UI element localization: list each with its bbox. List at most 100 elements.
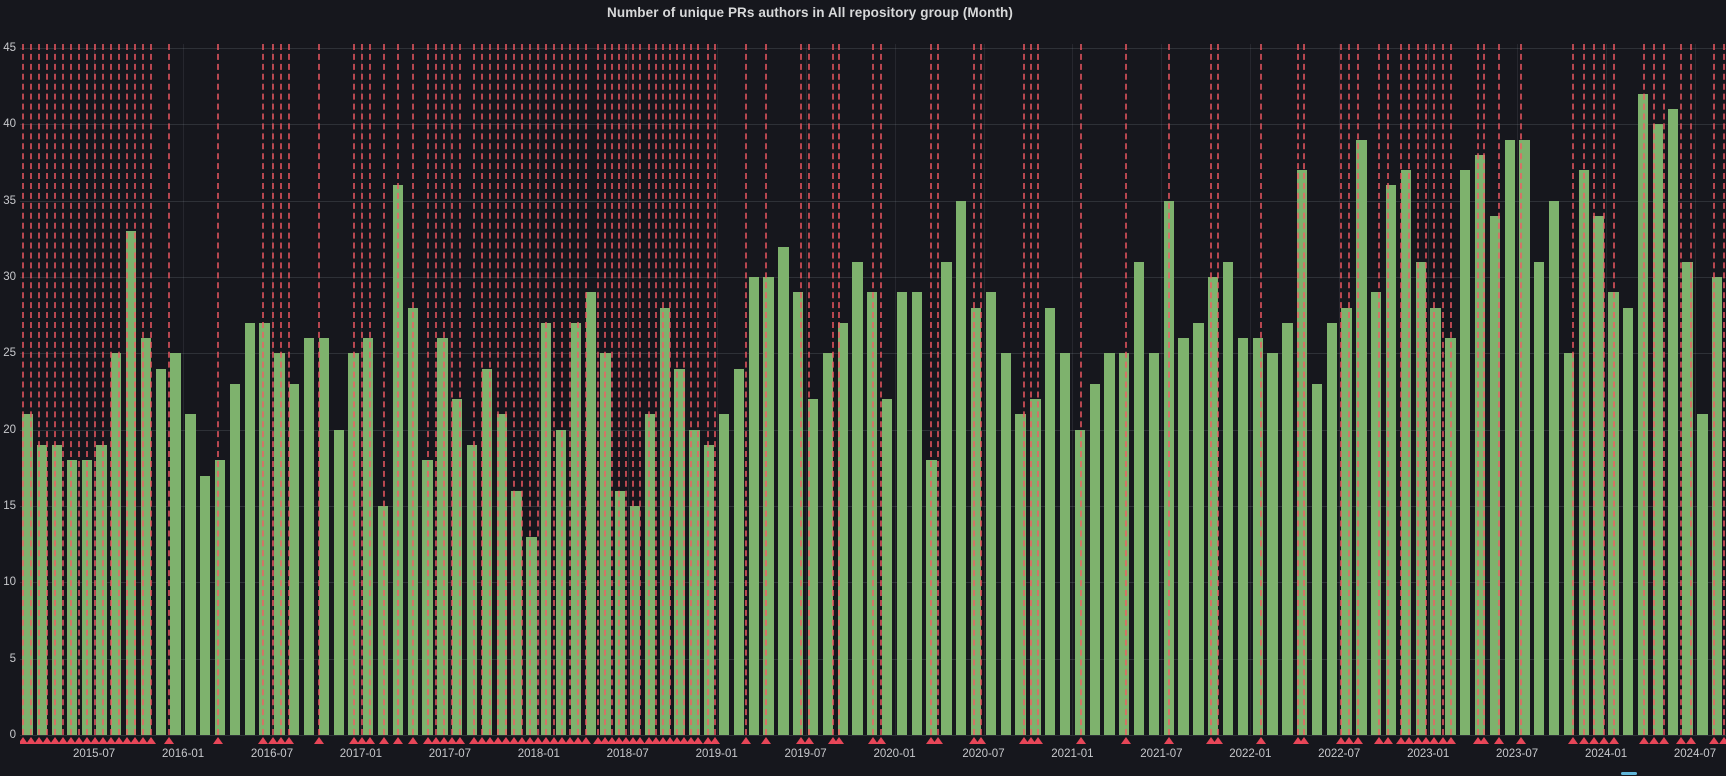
bar-2019-01[interactable] <box>718 414 730 735</box>
bar-2021-06[interactable] <box>1148 353 1160 735</box>
annotation-marker-icon[interactable] <box>517 737 527 744</box>
annotation-marker-icon[interactable] <box>541 737 551 744</box>
bar-2020-06[interactable] <box>970 307 982 735</box>
annotation-marker-icon[interactable] <box>665 737 675 744</box>
bar-2021-04[interactable] <box>1119 353 1130 735</box>
bar-2022-04[interactable] <box>1297 170 1308 735</box>
bar-2022-09[interactable] <box>1371 292 1382 735</box>
bar-2022-03[interactable] <box>1282 322 1293 735</box>
bar-2022-06[interactable] <box>1326 322 1337 735</box>
bar-2021-05[interactable] <box>1133 261 1145 735</box>
annotation-marker-icon[interactable] <box>393 737 403 744</box>
bar-2024-06[interactable] <box>1682 261 1693 735</box>
annotation-marker-icon[interactable] <box>1336 737 1346 744</box>
annotation-marker-icon[interactable] <box>1256 737 1266 744</box>
annotation-marker-icon[interactable] <box>501 737 511 744</box>
bar-2016-06[interactable] <box>259 322 270 735</box>
annotation-marker-icon[interactable] <box>1719 737 1726 744</box>
annotation-marker-icon[interactable] <box>658 737 668 744</box>
bar-2020-04[interactable] <box>941 261 952 735</box>
annotation-marker-icon[interactable] <box>439 737 449 744</box>
annotation-marker-icon[interactable] <box>741 737 751 744</box>
bar-2020-12[interactable] <box>1059 353 1071 735</box>
annotation-marker-icon[interactable] <box>34 737 44 744</box>
bar-2015-08[interactable] <box>111 353 122 735</box>
annotation-marker-icon[interactable] <box>834 737 844 744</box>
bar-2019-03[interactable] <box>748 277 759 735</box>
annotation-marker-icon[interactable] <box>1659 737 1669 744</box>
bar-2020-05[interactable] <box>956 200 967 735</box>
annotation-marker-icon[interactable] <box>213 737 223 744</box>
annotation-marker-icon[interactable] <box>1579 737 1589 744</box>
annotation-marker-icon[interactable] <box>868 737 878 744</box>
bar-2020-02[interactable] <box>911 292 922 735</box>
annotation-marker-icon[interactable] <box>1353 737 1363 744</box>
annotation-marker-icon[interactable] <box>621 737 631 744</box>
annotation-marker-icon[interactable] <box>1396 737 1406 744</box>
annotation-marker-icon[interactable] <box>1299 737 1309 744</box>
bar-2022-10[interactable] <box>1385 185 1397 735</box>
annotation-marker-icon[interactable] <box>1676 737 1686 744</box>
annotation-marker-icon[interactable] <box>1019 737 1029 744</box>
annotation-marker-icon[interactable] <box>614 737 624 744</box>
annotation-marker-icon[interactable] <box>1446 737 1456 744</box>
bar-2017-06[interactable] <box>437 338 448 735</box>
annotation-marker-icon[interactable] <box>164 737 174 744</box>
bar-2023-07[interactable] <box>1519 139 1530 735</box>
bar-2022-08[interactable] <box>1356 139 1367 735</box>
bar-2020-08[interactable] <box>1000 353 1011 735</box>
bar-2023-01[interactable] <box>1430 307 1441 735</box>
bar-2023-05[interactable] <box>1489 215 1501 735</box>
bar-2022-07[interactable] <box>1341 307 1352 735</box>
bar-2021-01[interactable] <box>1074 429 1085 735</box>
bar-2018-12[interactable] <box>704 444 715 735</box>
annotation-marker-icon[interactable] <box>66 737 76 744</box>
annotation-marker-icon[interactable] <box>933 737 943 744</box>
annotation-marker-icon[interactable] <box>284 737 294 744</box>
bar-2023-12[interactable] <box>1593 215 1604 735</box>
annotation-marker-icon[interactable] <box>1206 737 1216 744</box>
bar-2018-02[interactable] <box>555 429 567 735</box>
annotation-marker-icon[interactable] <box>106 737 116 744</box>
bar-2016-08[interactable] <box>289 383 300 735</box>
bar-2022-05[interactable] <box>1311 383 1323 735</box>
bar-2019-10[interactable] <box>852 261 863 735</box>
bar-2024-08[interactable] <box>1712 277 1723 735</box>
annotation-marker-icon[interactable] <box>74 737 84 744</box>
bar-2015-12[interactable] <box>170 353 181 735</box>
bar-2021-08[interactable] <box>1178 338 1189 735</box>
annotation-marker-icon[interactable] <box>1429 737 1439 744</box>
annotation-marker-icon[interactable] <box>1026 737 1036 744</box>
annotation-marker-icon[interactable] <box>1686 737 1696 744</box>
bar-2024-04[interactable] <box>1652 124 1664 735</box>
bar-2015-09[interactable] <box>126 231 137 735</box>
annotation-marker-icon[interactable] <box>581 737 591 744</box>
annotation-marker-icon[interactable] <box>146 737 156 744</box>
bar-2016-10[interactable] <box>318 338 330 735</box>
annotation-marker-icon[interactable] <box>1709 737 1719 744</box>
annotation-marker-icon[interactable] <box>1639 737 1649 744</box>
bar-2017-09[interactable] <box>481 368 493 735</box>
bar-2017-11[interactable] <box>511 490 522 735</box>
annotation-marker-icon[interactable] <box>477 737 487 744</box>
annotation-marker-icon[interactable] <box>651 737 661 744</box>
bar-2023-04[interactable] <box>1474 154 1486 735</box>
annotation-marker-icon[interactable] <box>828 737 838 744</box>
annotation-marker-icon[interactable] <box>573 737 583 744</box>
bar-2017-12[interactable] <box>526 536 537 735</box>
annotation-marker-icon[interactable] <box>969 737 979 744</box>
annotation-marker-icon[interactable] <box>1164 737 1174 744</box>
annotation-marker-icon[interactable] <box>1121 737 1131 744</box>
annotation-marker-icon[interactable] <box>469 737 479 744</box>
annotation-marker-icon[interactable] <box>703 737 713 744</box>
annotation-marker-icon[interactable] <box>82 737 92 744</box>
annotation-marker-icon[interactable] <box>138 737 148 744</box>
bar-2024-05[interactable] <box>1667 109 1678 735</box>
bar-2018-11[interactable] <box>689 429 700 735</box>
annotation-marker-icon[interactable] <box>258 737 268 744</box>
bar-2016-09[interactable] <box>303 338 315 735</box>
bar-2023-08[interactable] <box>1534 261 1545 735</box>
annotation-marker-icon[interactable] <box>876 737 886 744</box>
annotation-marker-icon[interactable] <box>1516 737 1526 744</box>
bar-2020-11[interactable] <box>1045 307 1056 735</box>
